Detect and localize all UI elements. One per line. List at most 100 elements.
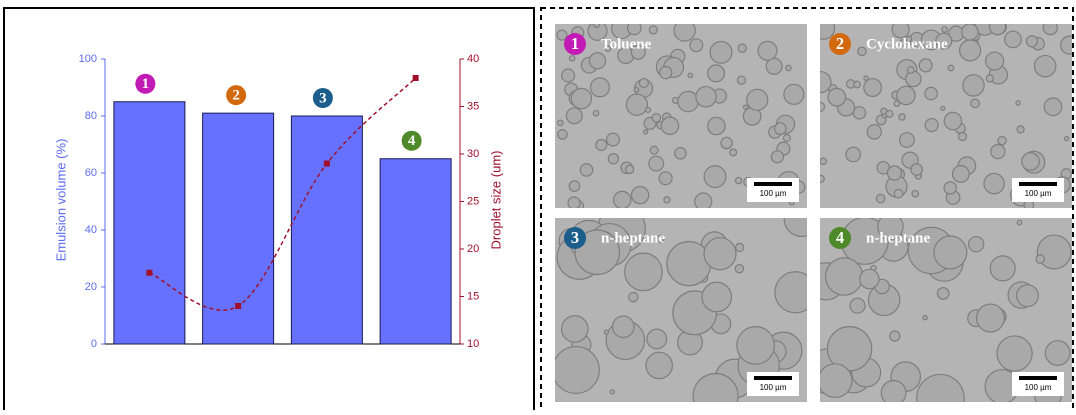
- droplet: [666, 241, 712, 287]
- droplet: [1063, 135, 1070, 142]
- droplet: [1021, 152, 1040, 171]
- droplet: [746, 88, 769, 111]
- droplet: [703, 237, 737, 271]
- droplet: [910, 163, 923, 176]
- droplet: [863, 75, 869, 81]
- droplet: [961, 24, 979, 41]
- y2-tick-label: 30: [467, 148, 479, 160]
- droplet: [975, 303, 1006, 333]
- droplet: [742, 104, 749, 110]
- droplet: [1043, 97, 1063, 117]
- droplet: [568, 180, 581, 192]
- droplet: [663, 196, 671, 204]
- droplet: [607, 153, 620, 165]
- droplet: [857, 46, 867, 57]
- droplet: [885, 109, 894, 118]
- droplet: [922, 314, 928, 321]
- droplet: [674, 146, 687, 160]
- category-label-badge: [226, 85, 247, 106]
- droplet: [957, 131, 968, 142]
- droplets: [556, 24, 806, 208]
- droplet: [1016, 125, 1025, 134]
- droplet: [729, 148, 738, 157]
- y-tick-label: 60: [85, 167, 97, 179]
- droplet: [651, 112, 662, 123]
- droplet: [694, 192, 713, 208]
- droplet: [849, 297, 866, 314]
- chart-frame: [3, 7, 535, 415]
- panel-number: 4: [836, 228, 844, 247]
- droplet: [625, 93, 649, 116]
- image-frame: [540, 7, 1074, 415]
- droplet: [568, 54, 576, 62]
- droplet: [985, 51, 1005, 71]
- droplet: [852, 106, 867, 120]
- y-tick-label: 80: [85, 110, 97, 122]
- droplet: [970, 98, 980, 109]
- droplet: [611, 315, 635, 339]
- bar: [113, 101, 186, 345]
- droplet: [947, 64, 955, 72]
- droplet: [845, 146, 862, 163]
- droplet: [570, 87, 593, 110]
- category-label-badge: [135, 73, 156, 94]
- droplet: [1004, 30, 1022, 49]
- droplet: [820, 101, 826, 113]
- droplet: [990, 143, 1006, 160]
- droplet: [603, 329, 609, 335]
- droplet: [649, 145, 659, 155]
- droplet: [889, 330, 901, 342]
- point: [412, 75, 419, 81]
- droplet: [826, 325, 873, 372]
- droplet: [774, 271, 807, 314]
- droplet: [924, 86, 938, 101]
- scale-bar: [1019, 376, 1057, 380]
- droplet: [707, 64, 726, 83]
- y-tick-label: 100: [79, 53, 97, 65]
- droplet: [587, 24, 608, 41]
- droplet: [734, 263, 745, 274]
- panel-label: n-heptane: [866, 230, 931, 246]
- point: [235, 303, 242, 309]
- droplet: [958, 39, 982, 62]
- droplet: [906, 66, 915, 75]
- panel-number-badge: [829, 227, 851, 249]
- droplet: [604, 45, 612, 53]
- category-label: 3: [319, 90, 327, 106]
- scale-label: 100 µm: [760, 189, 787, 198]
- panel-number-badge: [564, 227, 586, 249]
- droplet: [962, 74, 985, 97]
- category-label: 1: [142, 76, 150, 92]
- droplet: [605, 132, 620, 147]
- droplet: [896, 85, 916, 106]
- droplet: [905, 70, 922, 88]
- y-axis-label: Emulsion volume (%): [53, 139, 68, 262]
- droplet: [1044, 340, 1071, 366]
- droplet: [638, 77, 649, 89]
- droplet: [612, 190, 632, 208]
- droplet: [736, 75, 747, 85]
- droplet: [579, 163, 594, 177]
- scale-label: 100 µm: [1025, 189, 1052, 198]
- droplet: [824, 257, 864, 296]
- scale-label: 100 µm: [760, 383, 787, 392]
- droplet: [757, 40, 778, 61]
- y2-tick-label: 15: [467, 290, 479, 302]
- droplet: [736, 326, 775, 365]
- droplet: [1060, 35, 1072, 55]
- panel-number: 3: [571, 228, 579, 247]
- droplet: [983, 172, 1005, 195]
- y2-tick-label: 40: [467, 53, 479, 65]
- droplet: [703, 165, 727, 189]
- micrographs: 1 Toluene 100 µm 2 Cyclohexane 100 µm 3 n-hepta…: [555, 24, 1072, 402]
- point: [146, 269, 153, 276]
- droplet: [673, 24, 696, 42]
- droplet: [893, 100, 901, 107]
- y-tick-label: 0: [91, 338, 97, 350]
- droplet: [648, 155, 665, 172]
- y2-tick-label: 35: [467, 100, 479, 112]
- droplet: [1033, 54, 1057, 78]
- droplet: [709, 40, 733, 64]
- droplet: [1016, 219, 1023, 226]
